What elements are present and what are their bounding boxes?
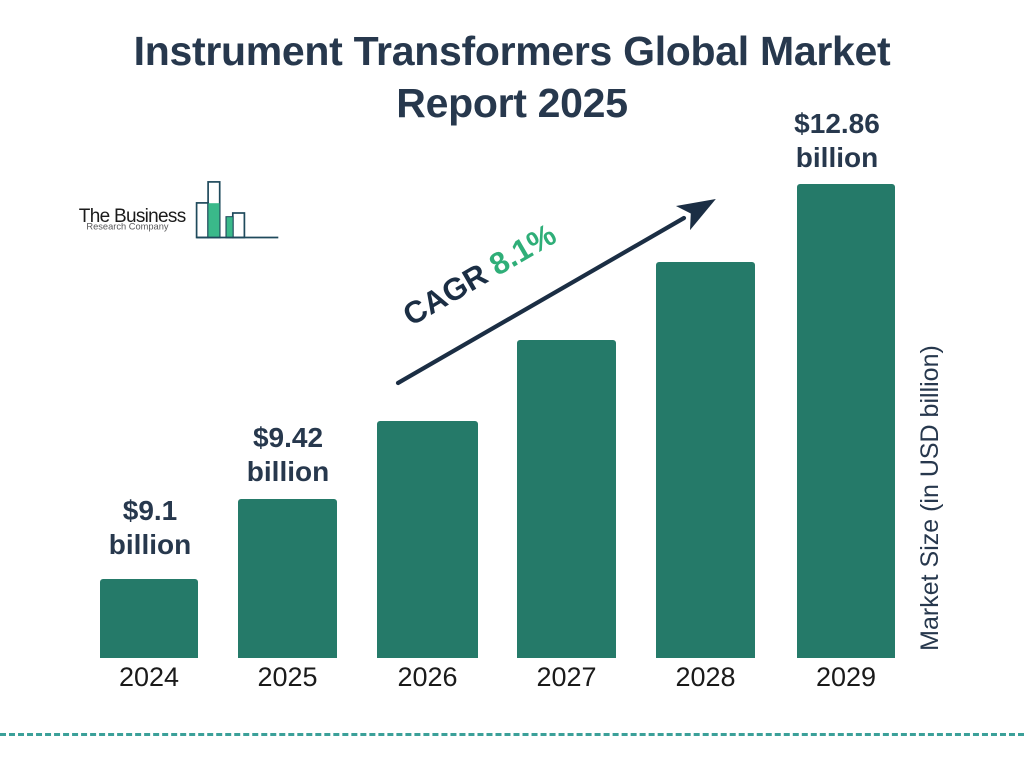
svg-text:Research Company: Research Company — [86, 222, 169, 232]
